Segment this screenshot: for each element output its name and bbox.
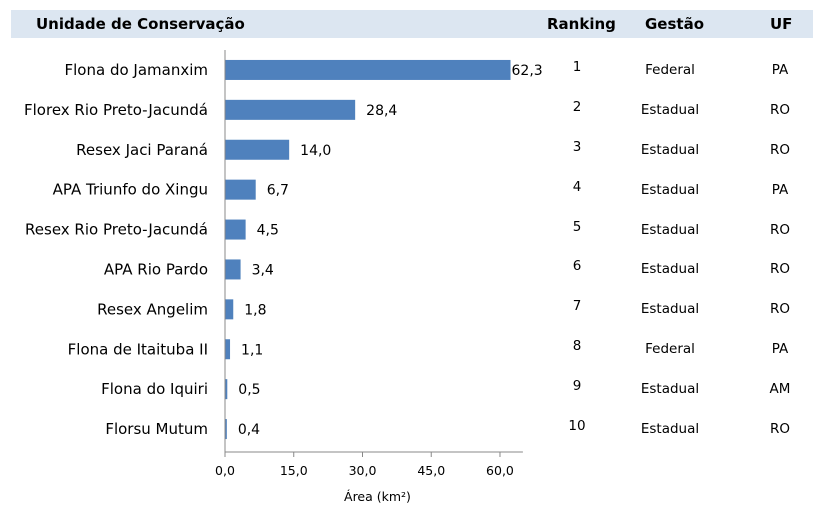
value-label: 1,1 [241, 342, 263, 358]
value-label: 14,0 [300, 143, 331, 159]
uf-cell: RO [769, 101, 790, 118]
gestao-cell: Estadual [640, 421, 700, 438]
category-label: Resex Jaci Paraná [76, 141, 208, 159]
gestao-cell: Estadual [640, 141, 700, 158]
bar-7 [225, 339, 231, 360]
ranking-cell: 3 [572, 138, 582, 155]
value-label: 1,8 [244, 302, 266, 318]
uf-cell: RO [769, 261, 790, 278]
gestao-cell: Federal [645, 341, 695, 358]
uf-cell: RO [769, 421, 790, 438]
category-label: Resex Rio Preto-Jacundá [25, 221, 208, 239]
category-label: Flona do Iquiri [101, 380, 208, 398]
category-label: APA Triunfo do Xingu [53, 181, 208, 199]
header-unit: Unidade de Conservação [36, 15, 245, 33]
category-label: APA Rio Pardo [104, 260, 208, 278]
gestao-cell: Estadual [640, 381, 700, 398]
x-tick-label: 45,0 [417, 463, 445, 478]
uf-cell: AM [769, 381, 791, 398]
value-label: 0,4 [238, 422, 260, 438]
uf-cell: PA [771, 61, 789, 78]
ranking-cell: 5 [572, 218, 582, 235]
bar-6 [225, 299, 234, 320]
ranking-cell: 2 [572, 98, 582, 115]
value-label: 4,5 [257, 223, 279, 239]
bar-9 [225, 419, 227, 440]
ranking-cell: 10 [568, 418, 586, 435]
value-label: 62,3 [512, 63, 543, 79]
bar-0 [225, 59, 511, 80]
ranking-cell: 9 [572, 378, 582, 395]
gestao-cell: Federal [645, 61, 695, 78]
bar-3 [225, 179, 256, 200]
category-label: Flona do Jamanxim [65, 61, 209, 79]
category-label: Florsu Mutum [105, 420, 208, 438]
uf-cell: RO [769, 141, 790, 158]
gestao-cell: Estadual [640, 261, 700, 278]
uf-cell: PA [771, 181, 789, 198]
ranking-cell: 8 [572, 338, 582, 355]
header-gestao: Gestão [645, 15, 705, 33]
uf-cell: RO [769, 301, 790, 318]
x-axis-title: Área (km²) [344, 489, 411, 504]
ranking-cell: 7 [572, 298, 582, 315]
ranking-cell: 4 [572, 178, 582, 195]
bar-8 [225, 379, 228, 400]
bar-1 [225, 99, 356, 120]
value-label: 0,5 [238, 382, 260, 398]
header-ranking: Ranking [547, 15, 616, 33]
bar-4 [225, 219, 246, 240]
x-tick-label: 30,0 [349, 463, 377, 478]
x-tick-label: 60,0 [486, 463, 514, 478]
header-uf: UF [770, 15, 793, 33]
value-label: 3,4 [252, 262, 274, 278]
bar-2 [225, 139, 290, 160]
gestao-cell: Estadual [640, 221, 700, 238]
ranking-cell: 6 [572, 258, 582, 275]
header-band [11, 10, 813, 38]
bar-5 [225, 259, 241, 280]
uf-cell: RO [769, 221, 790, 238]
gestao-cell: Estadual [640, 101, 700, 118]
ranking-cell: 1 [572, 58, 582, 75]
gestao-cell: Estadual [640, 301, 700, 318]
category-label: Florex Rio Preto-Jacundá [24, 101, 208, 119]
uf-cell: PA [771, 341, 789, 358]
x-tick-label: 15,0 [280, 463, 308, 478]
x-tick-label: 0,0 [215, 463, 235, 478]
category-label: Resex Angelim [97, 300, 208, 318]
gestao-cell: Estadual [640, 181, 700, 198]
value-label: 6,7 [267, 183, 289, 199]
value-label: 28,4 [366, 103, 397, 119]
category-label: Flona de Itaituba II [68, 340, 208, 358]
